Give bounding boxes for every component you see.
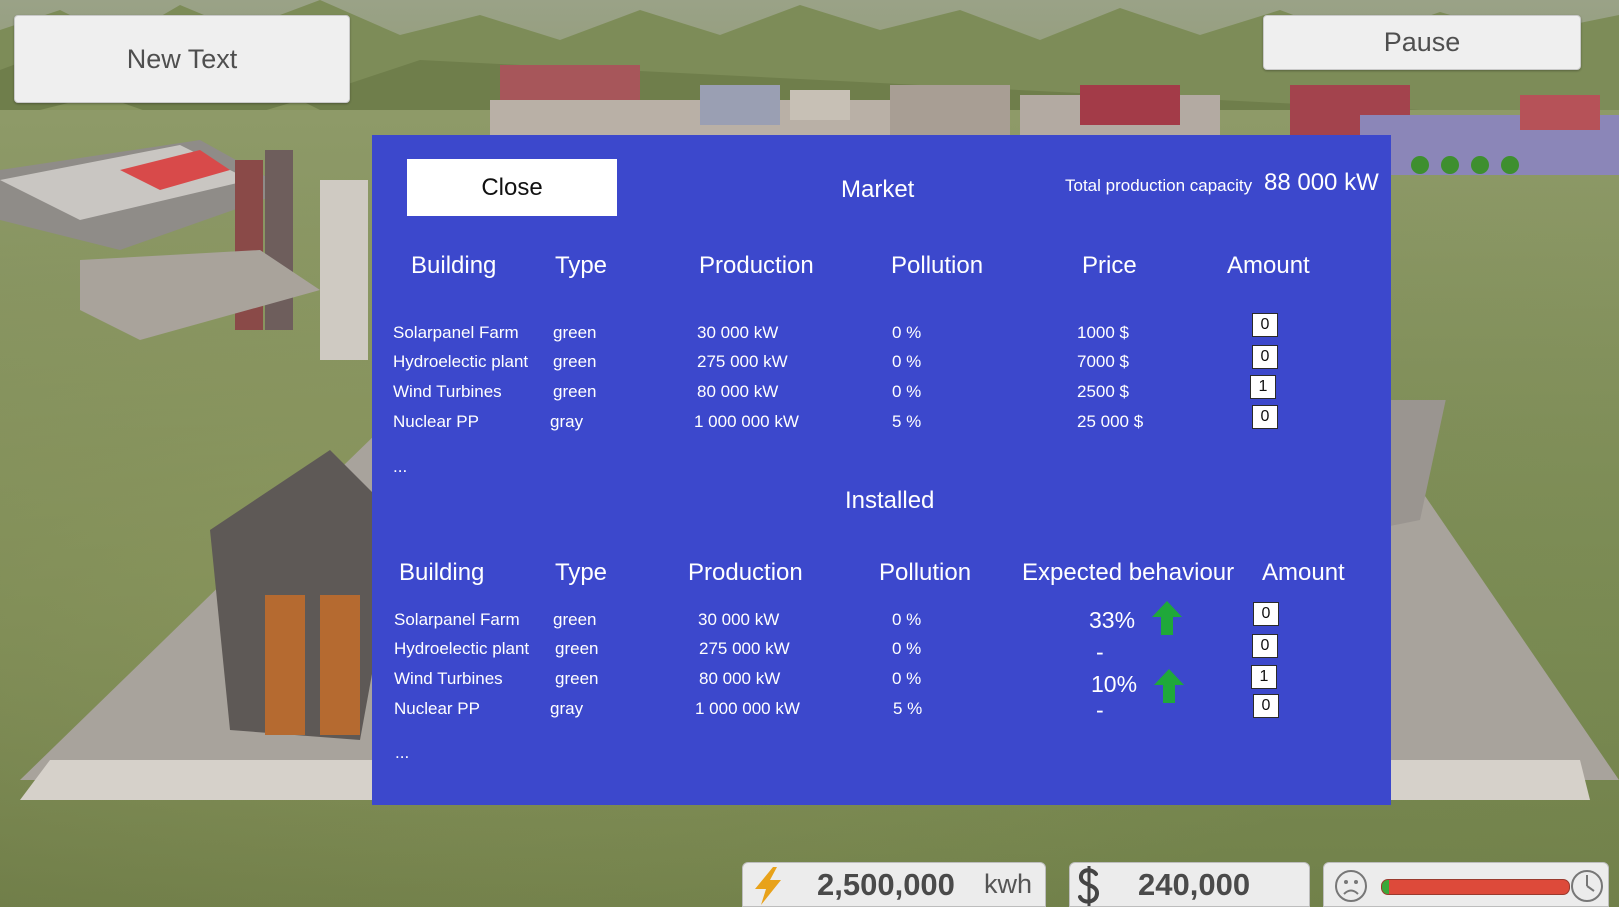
building-name: Solarpanel Farm (394, 610, 520, 629)
col-production: Production (699, 252, 814, 279)
building-name: Solarpanel Farm (393, 323, 519, 342)
col-pollution: Pollution (891, 252, 984, 279)
col-building: Building (399, 559, 485, 586)
building-production: 80 000 kW (699, 669, 781, 688)
capacity-label: Total production capacity (1065, 176, 1253, 195)
factory-building (0, 140, 368, 360)
col-pollution: Pollution (879, 559, 972, 586)
amount-field[interactable]: 0 (1252, 313, 1278, 337)
building-name: Wind Turbines (394, 669, 503, 688)
capacity-value: 88 000 kW (1264, 169, 1379, 196)
energy-unit: kwh (984, 869, 1033, 899)
expected-behaviour-value: 33% (1089, 607, 1136, 633)
building-pollution: 0 % (892, 639, 922, 658)
mood-bar-fill (1382, 880, 1390, 894)
expected-behaviour-value: - (1096, 697, 1104, 723)
installed-more-indicator: ... (395, 743, 410, 762)
amount-field[interactable]: 0 (1252, 345, 1278, 369)
arrow-up-icon (1154, 669, 1184, 703)
building-type: green (553, 323, 597, 342)
building-name: Nuclear PP (393, 412, 479, 431)
building-production: 80 000 kW (697, 382, 779, 401)
market-more-indicator: ... (393, 457, 408, 476)
building-pollution: 5 % (893, 699, 923, 718)
sad-face-icon (1335, 870, 1367, 902)
mood-bar (1381, 879, 1570, 895)
col-building: Building (411, 252, 497, 279)
currency-s-icon (1078, 866, 1099, 906)
building-price: 1000 $ (1077, 323, 1129, 342)
building-price: 25 000 $ (1077, 412, 1144, 431)
power-clock-icon (1571, 870, 1603, 902)
building-type: green (555, 639, 599, 658)
building-price: 7000 $ (1077, 352, 1129, 371)
col-amount: Amount (1262, 559, 1345, 586)
building-price: 2500 $ (1077, 382, 1129, 401)
lightning-bolt-icon (755, 867, 781, 905)
market-panel: Close Market Total production capacity 8… (372, 135, 1391, 805)
building-pollution: 0 % (892, 382, 922, 401)
col-price: Price (1082, 252, 1137, 279)
building-name: Hydroelectic plant (394, 639, 530, 658)
col-type: Type (555, 252, 608, 279)
new-text-button[interactable]: New Text (14, 15, 350, 103)
building-pollution: 0 % (892, 669, 922, 688)
building-production: 30 000 kW (698, 610, 780, 629)
building-production: 275 000 kW (699, 639, 790, 658)
money-value: 240,000 (1138, 867, 1251, 902)
building-type: gray (550, 412, 584, 431)
expected-behaviour-value: 10% (1091, 671, 1138, 697)
building-type: green (555, 669, 599, 688)
building-type: green (553, 352, 597, 371)
building-type: green (553, 610, 597, 629)
market-title: Market (841, 176, 915, 203)
mood-meter (1323, 862, 1609, 907)
arrow-up-icon (1152, 601, 1182, 635)
pause-button[interactable]: Pause (1263, 15, 1581, 70)
building-production: 1 000 000 kW (695, 699, 800, 718)
building-pollution: 0 % (892, 352, 922, 371)
amount-field[interactable]: 0 (1253, 602, 1279, 626)
energy-counter: 2,500,000 kwh (742, 862, 1046, 907)
col-production: Production (688, 559, 803, 586)
building-type: gray (550, 699, 584, 718)
amount-field[interactable]: 1 (1250, 375, 1276, 399)
building-production: 1 000 000 kW (694, 412, 799, 431)
installed-title: Installed (845, 487, 935, 514)
col-amount: Amount (1227, 252, 1310, 279)
building-name: Nuclear PP (394, 699, 480, 718)
col-expected-behaviour: Expected behaviour (1022, 559, 1235, 586)
energy-value: 2,500,000 (817, 867, 955, 902)
amount-field[interactable]: 0 (1252, 405, 1278, 429)
building-production: 275 000 kW (697, 352, 788, 371)
building-name: Wind Turbines (393, 382, 502, 401)
close-button[interactable]: Close (407, 159, 617, 216)
building-production: 30 000 kW (697, 323, 779, 342)
col-type: Type (555, 559, 608, 586)
building-pollution: 0 % (892, 323, 922, 342)
expected-behaviour-value: - (1096, 639, 1104, 665)
amount-field[interactable]: 1 (1251, 665, 1277, 689)
amount-field[interactable]: 0 (1253, 694, 1279, 718)
building-pollution: 5 % (892, 412, 922, 431)
building-name: Hydroelectic plant (393, 352, 529, 371)
money-counter: 240,000 (1069, 862, 1310, 907)
amount-field[interactable]: 0 (1252, 634, 1278, 658)
building-type: green (553, 382, 597, 401)
building-pollution: 0 % (892, 610, 922, 629)
